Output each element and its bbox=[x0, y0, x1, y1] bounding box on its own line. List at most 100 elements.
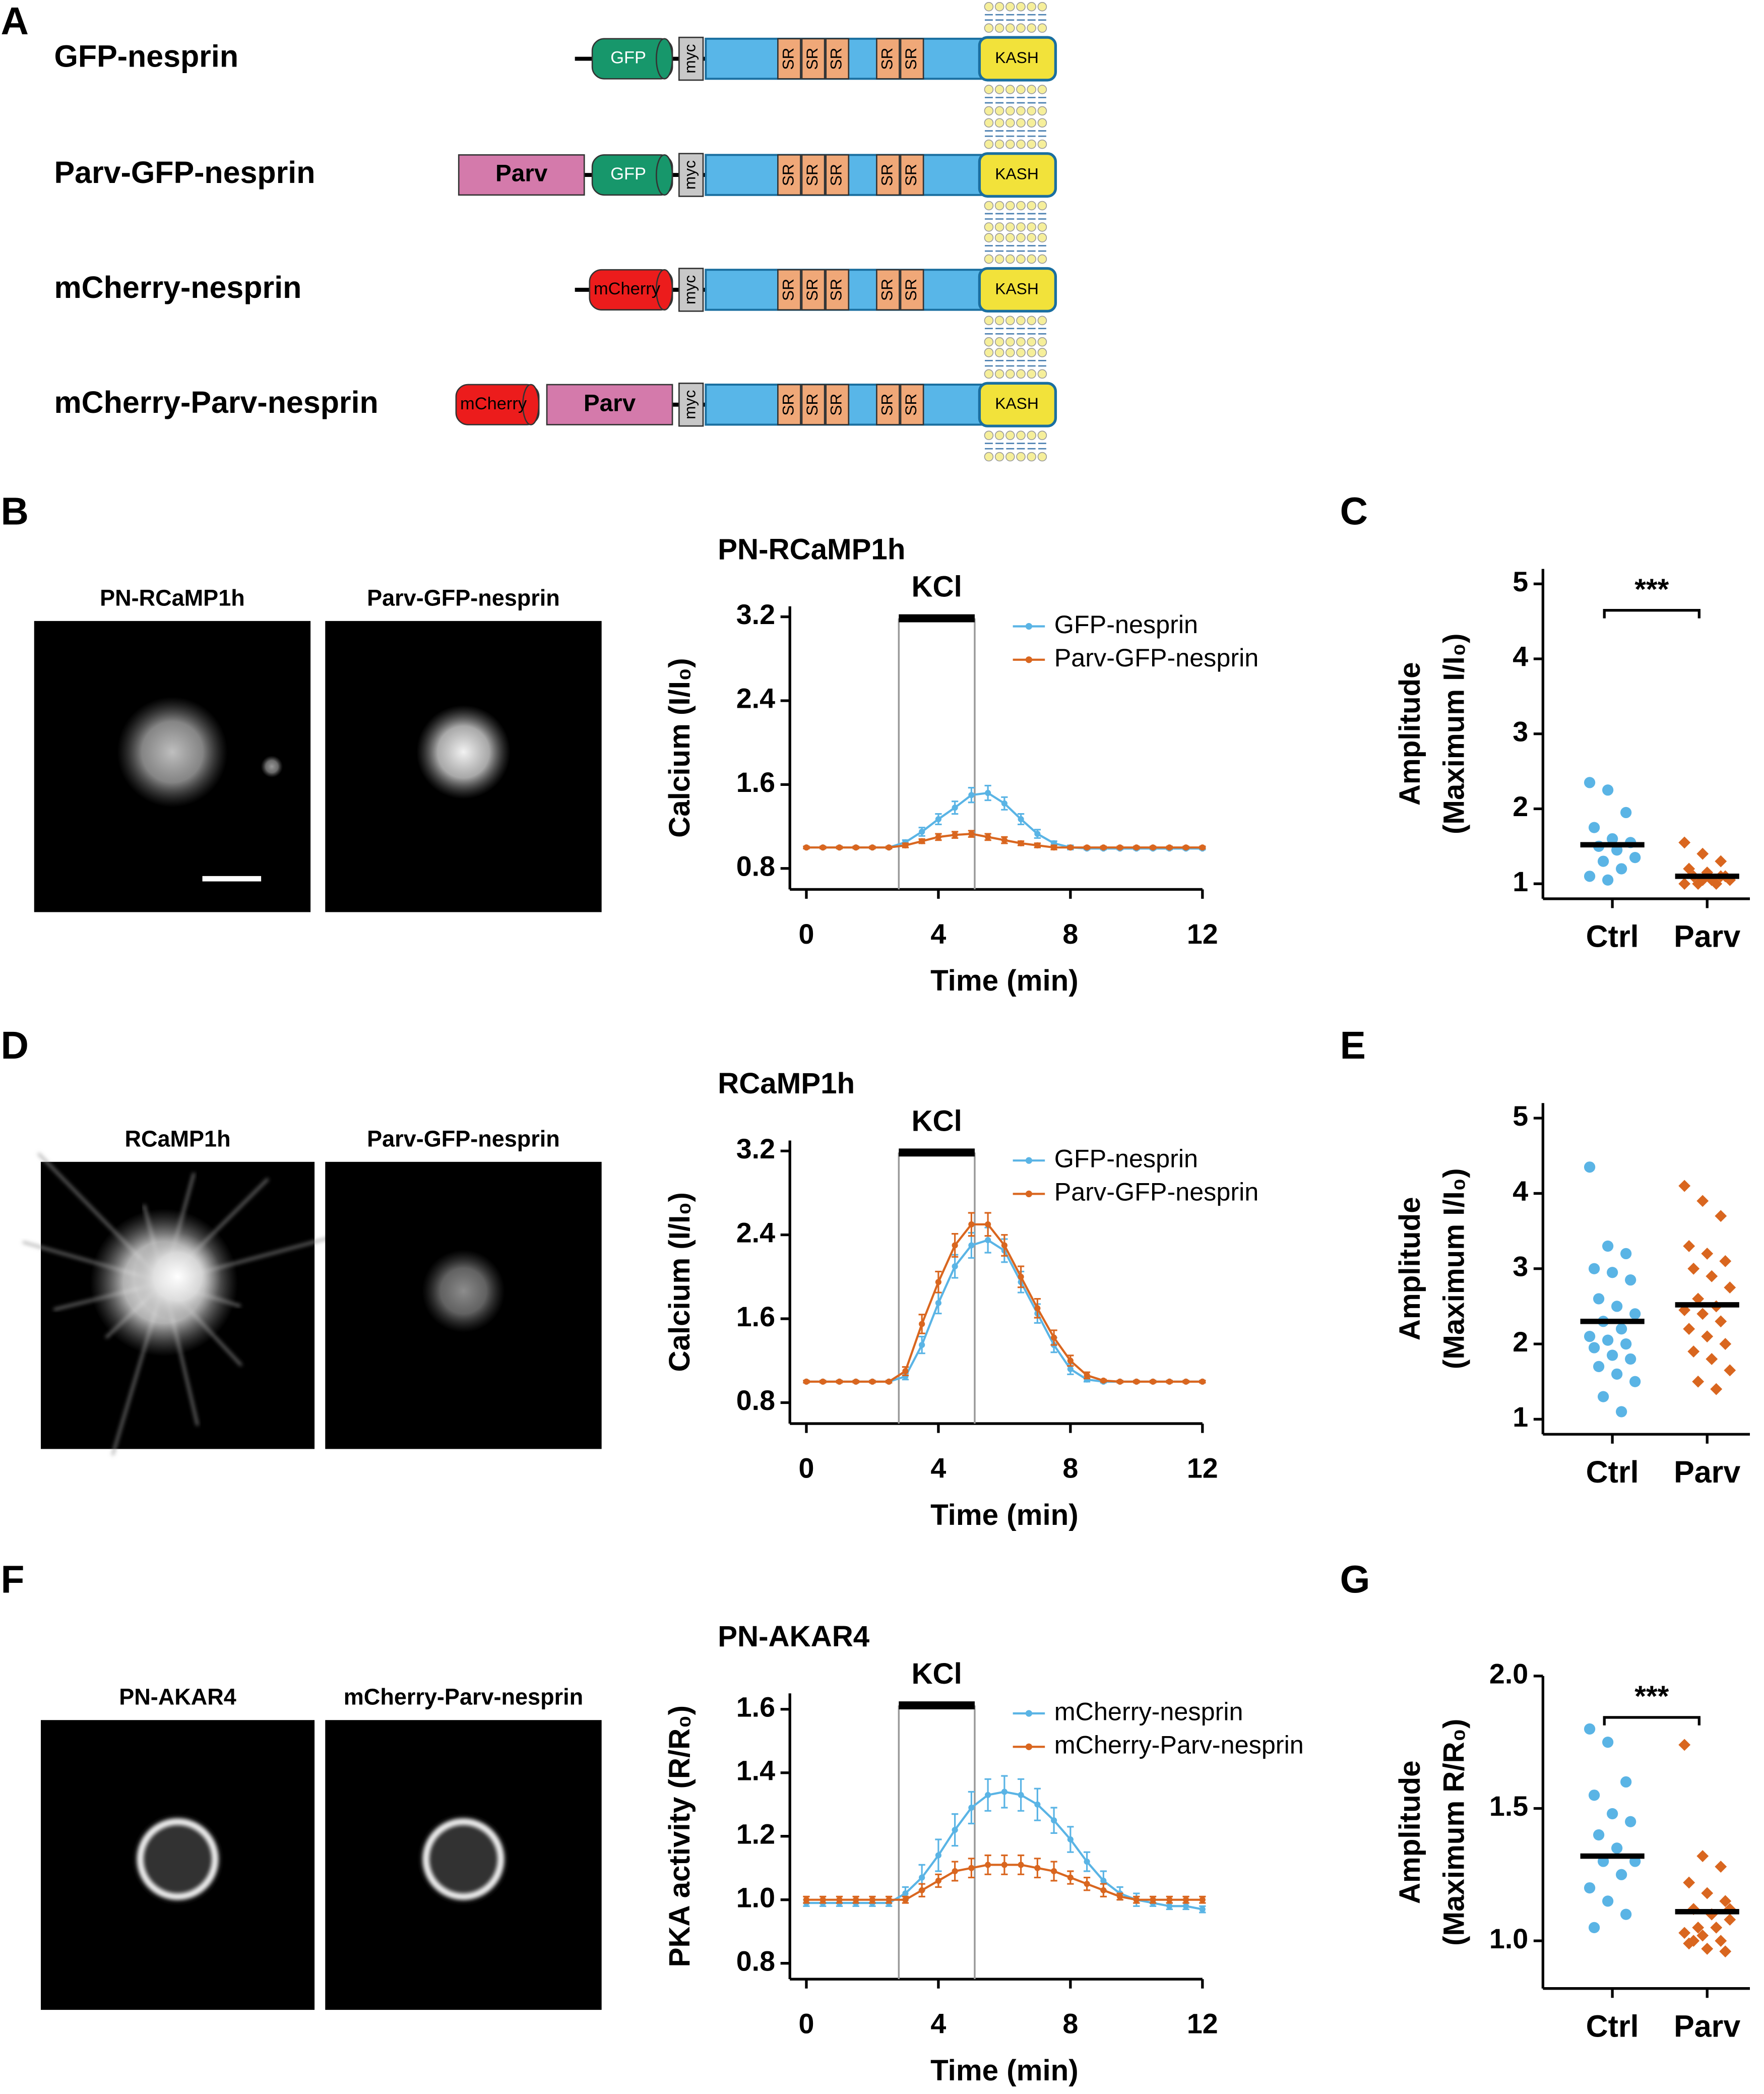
data-point bbox=[1696, 847, 1709, 860]
lipid bbox=[994, 316, 1004, 326]
lipid bbox=[1037, 106, 1047, 116]
sr-domain bbox=[801, 269, 826, 311]
domain-label: SR bbox=[902, 47, 920, 70]
y-axis-title: Calcium (I/I₀) bbox=[663, 658, 696, 837]
data-point bbox=[1034, 1801, 1041, 1808]
lipid bbox=[1027, 85, 1036, 94]
data-point bbox=[1602, 874, 1614, 886]
domain-end bbox=[655, 38, 673, 80]
data-point bbox=[1710, 1383, 1723, 1395]
data-point bbox=[935, 1279, 941, 1285]
domain-label: SR bbox=[902, 394, 920, 416]
domain-label: myc bbox=[681, 160, 699, 190]
chart-title: PN-AKAR4 bbox=[718, 1620, 870, 1653]
lipid bbox=[1037, 23, 1047, 33]
data-point bbox=[1034, 1305, 1041, 1312]
y-tick-label: 1.0 bbox=[1489, 1923, 1528, 1954]
lipid bbox=[984, 139, 994, 149]
x-tick-label: 0 bbox=[798, 2008, 814, 2040]
domain-label: SR bbox=[827, 47, 845, 70]
data-point bbox=[1018, 1273, 1024, 1280]
data-point bbox=[1715, 1210, 1727, 1222]
data-point bbox=[1701, 1330, 1714, 1343]
data-point bbox=[935, 1877, 941, 1884]
lipid bbox=[1037, 452, 1047, 462]
lipid bbox=[1005, 201, 1015, 211]
y-tick-label: 5 bbox=[1513, 566, 1528, 597]
lipid bbox=[1005, 233, 1015, 242]
data-point bbox=[1678, 1739, 1691, 1751]
domain-label: GFP bbox=[610, 164, 646, 183]
x-tick-label: 12 bbox=[1187, 1452, 1218, 1484]
legend-swatch bbox=[1025, 1157, 1033, 1164]
lipid bbox=[1027, 233, 1036, 242]
lipid bbox=[1016, 23, 1026, 33]
lipid bbox=[1027, 254, 1036, 264]
data-point bbox=[1001, 1789, 1007, 1795]
lipid bbox=[1016, 233, 1026, 242]
lipid bbox=[1005, 430, 1015, 440]
lipid bbox=[1027, 337, 1036, 347]
lipid bbox=[1016, 85, 1026, 94]
y-tick-label: 0.8 bbox=[736, 1945, 775, 1977]
lipid bbox=[1037, 348, 1047, 357]
data-point bbox=[1150, 1378, 1156, 1385]
data-point bbox=[1710, 1921, 1723, 1934]
lipid bbox=[1037, 2, 1047, 12]
lipid bbox=[1037, 222, 1047, 232]
domain-label: myc bbox=[681, 275, 699, 304]
cell-signal bbox=[117, 697, 228, 808]
y-tick-label: 1.6 bbox=[736, 767, 775, 798]
kash-domain bbox=[978, 36, 1057, 82]
data-point bbox=[1678, 1927, 1691, 1939]
y-tick-label: 1.4 bbox=[736, 1755, 775, 1786]
y-axis-title: Amplitude bbox=[1394, 662, 1426, 806]
data-point bbox=[1588, 1790, 1600, 1801]
data-point bbox=[1018, 816, 1024, 823]
data-point bbox=[1067, 1874, 1074, 1881]
data-point bbox=[1133, 844, 1140, 851]
data-point bbox=[1588, 1922, 1600, 1934]
y-tick-label: 2 bbox=[1513, 1326, 1528, 1358]
domain-label: SR bbox=[803, 47, 821, 70]
data-point bbox=[1696, 1850, 1709, 1862]
data-point bbox=[1715, 1935, 1727, 1947]
domain-label: SR bbox=[827, 164, 845, 186]
legend-swatch bbox=[1025, 1743, 1033, 1750]
sr-domain bbox=[777, 384, 801, 425]
lipid bbox=[1016, 452, 1026, 462]
y-tick-label: 1.6 bbox=[736, 1301, 775, 1332]
lipid bbox=[1005, 2, 1015, 12]
lipid bbox=[1016, 316, 1026, 326]
lipid bbox=[1027, 430, 1036, 440]
lipid bbox=[994, 430, 1004, 440]
data-point bbox=[1018, 840, 1024, 846]
x-axis-title: Time (min) bbox=[930, 964, 1079, 997]
data-point bbox=[1084, 1372, 1090, 1379]
domain-label: myc bbox=[681, 390, 699, 419]
lipid bbox=[1005, 337, 1015, 347]
y-tick-label: 0.8 bbox=[736, 850, 775, 882]
data-point bbox=[1724, 1364, 1736, 1377]
lipid bbox=[994, 23, 1004, 33]
x-tick-label: 4 bbox=[930, 918, 946, 950]
data-point bbox=[919, 1321, 925, 1327]
lipid bbox=[1005, 139, 1015, 149]
lipid bbox=[994, 139, 1004, 149]
data-point bbox=[1100, 1877, 1107, 1884]
lipid bbox=[994, 337, 1004, 347]
kash-domain bbox=[978, 152, 1057, 198]
domain-label: SR bbox=[877, 279, 896, 301]
cell-ring bbox=[137, 1818, 219, 1900]
lipid bbox=[994, 348, 1004, 357]
data-point bbox=[1018, 1862, 1024, 1868]
data-point bbox=[1597, 855, 1609, 867]
data-point bbox=[968, 1242, 975, 1249]
lipid bbox=[1027, 369, 1036, 379]
x-tick-label: Parv bbox=[1674, 2009, 1740, 2043]
data-point bbox=[1100, 1377, 1107, 1384]
lipid bbox=[984, 2, 994, 12]
data-point bbox=[1616, 1869, 1627, 1880]
data-point bbox=[1166, 1896, 1173, 1903]
